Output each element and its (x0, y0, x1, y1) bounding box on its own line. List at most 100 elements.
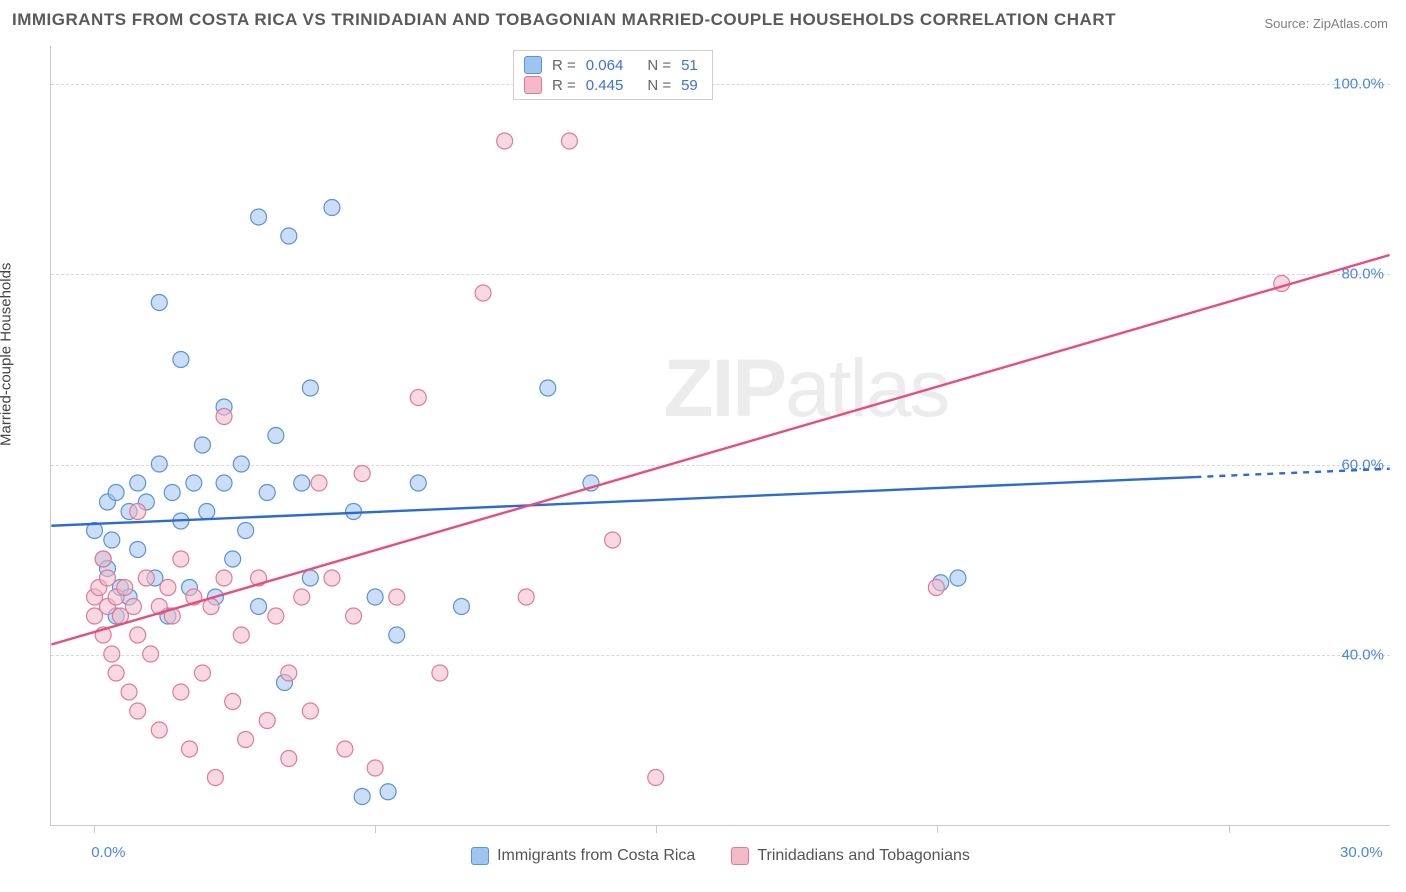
data-point (216, 475, 232, 491)
data-point (130, 703, 146, 719)
chart-title: IMMIGRANTS FROM COSTA RICA VS TRINIDADIA… (12, 10, 1116, 30)
r-value: 0.064 (586, 57, 624, 74)
data-point (251, 599, 267, 615)
legend-swatch (731, 847, 749, 865)
r-label: R = (552, 57, 576, 74)
data-point (268, 608, 284, 624)
data-point (354, 789, 370, 805)
data-point (302, 703, 318, 719)
legend-item: Trinidadians and Tobagonians (731, 847, 970, 865)
data-point (233, 627, 249, 643)
data-point (238, 523, 254, 539)
data-point (138, 570, 154, 586)
data-point (302, 380, 318, 396)
data-point (294, 475, 310, 491)
data-point (281, 751, 297, 767)
data-point (130, 542, 146, 558)
data-point (380, 784, 396, 800)
data-point (104, 532, 120, 548)
legend-item: Immigrants from Costa Rica (471, 847, 695, 865)
data-point (173, 551, 189, 567)
data-point (251, 209, 267, 225)
data-point (194, 665, 210, 681)
data-point (108, 665, 124, 681)
data-point (225, 551, 241, 567)
r-value: 0.445 (586, 77, 624, 94)
data-point (389, 627, 405, 643)
data-point (203, 599, 219, 615)
data-point (540, 380, 556, 396)
x-tick (375, 825, 376, 833)
data-point (950, 570, 966, 586)
data-point (389, 589, 405, 605)
data-point (130, 475, 146, 491)
data-point (121, 684, 137, 700)
data-point (186, 475, 202, 491)
data-point (648, 770, 664, 786)
data-point (108, 485, 124, 501)
x-tick (656, 825, 657, 833)
source-label: Source: ZipAtlas.com (1264, 16, 1388, 31)
data-point (173, 684, 189, 700)
plot-area: ZIPatlas 40.0%60.0%80.0%100.0% R =0.064N… (50, 46, 1390, 826)
data-point (151, 295, 167, 311)
series-name: Immigrants from Costa Rica (497, 847, 695, 865)
x-tick (937, 825, 938, 833)
data-point (99, 570, 115, 586)
scatter-svg (51, 46, 1390, 825)
data-point (130, 627, 146, 643)
data-point (410, 390, 426, 406)
x-tick (94, 825, 95, 833)
data-point (259, 485, 275, 501)
data-point (216, 409, 232, 425)
data-point (410, 475, 426, 491)
data-point (199, 504, 215, 520)
n-value: 51 (681, 57, 698, 74)
data-point (324, 200, 340, 216)
r-label: R = (552, 77, 576, 94)
data-point (104, 646, 120, 662)
data-point (164, 485, 180, 501)
data-point (518, 589, 534, 605)
data-point (367, 760, 383, 776)
data-point (117, 580, 133, 596)
trend-line (51, 255, 1389, 645)
data-point (324, 570, 340, 586)
data-point (354, 466, 370, 482)
data-point (302, 570, 318, 586)
data-point (497, 133, 513, 149)
n-label: N = (647, 77, 671, 94)
n-value: 59 (681, 77, 698, 94)
data-point (259, 713, 275, 729)
x-tick (1229, 825, 1230, 833)
data-point (367, 589, 383, 605)
data-point (346, 608, 362, 624)
data-point (268, 428, 284, 444)
data-point (151, 722, 167, 738)
legend-swatch (471, 847, 489, 865)
legend-swatch (524, 76, 542, 94)
data-point (182, 741, 198, 757)
data-point (281, 665, 297, 681)
data-point (194, 437, 210, 453)
data-point (233, 456, 249, 472)
data-point (125, 599, 141, 615)
n-label: N = (647, 57, 671, 74)
legend-row: R = 0.445 N = 59 (524, 75, 702, 95)
x-axis-min-label: 0.0% (91, 844, 125, 861)
legend-correlation: R = 0.064 N = 51 R = 0.445 N = 59 (513, 50, 713, 100)
data-point (928, 580, 944, 596)
data-point (281, 228, 297, 244)
y-axis-label: Married-couple Households (0, 263, 15, 446)
data-point (294, 589, 310, 605)
legend-swatch (524, 56, 542, 74)
legend-row: R = 0.064 N = 51 (524, 55, 702, 75)
legend-series: Immigrants from Costa Rica Trinidadians a… (51, 847, 1390, 865)
data-point (216, 570, 232, 586)
data-point (207, 770, 223, 786)
data-point (151, 456, 167, 472)
data-point (143, 646, 159, 662)
data-point (225, 694, 241, 710)
data-point (95, 551, 111, 567)
data-point (130, 504, 146, 520)
